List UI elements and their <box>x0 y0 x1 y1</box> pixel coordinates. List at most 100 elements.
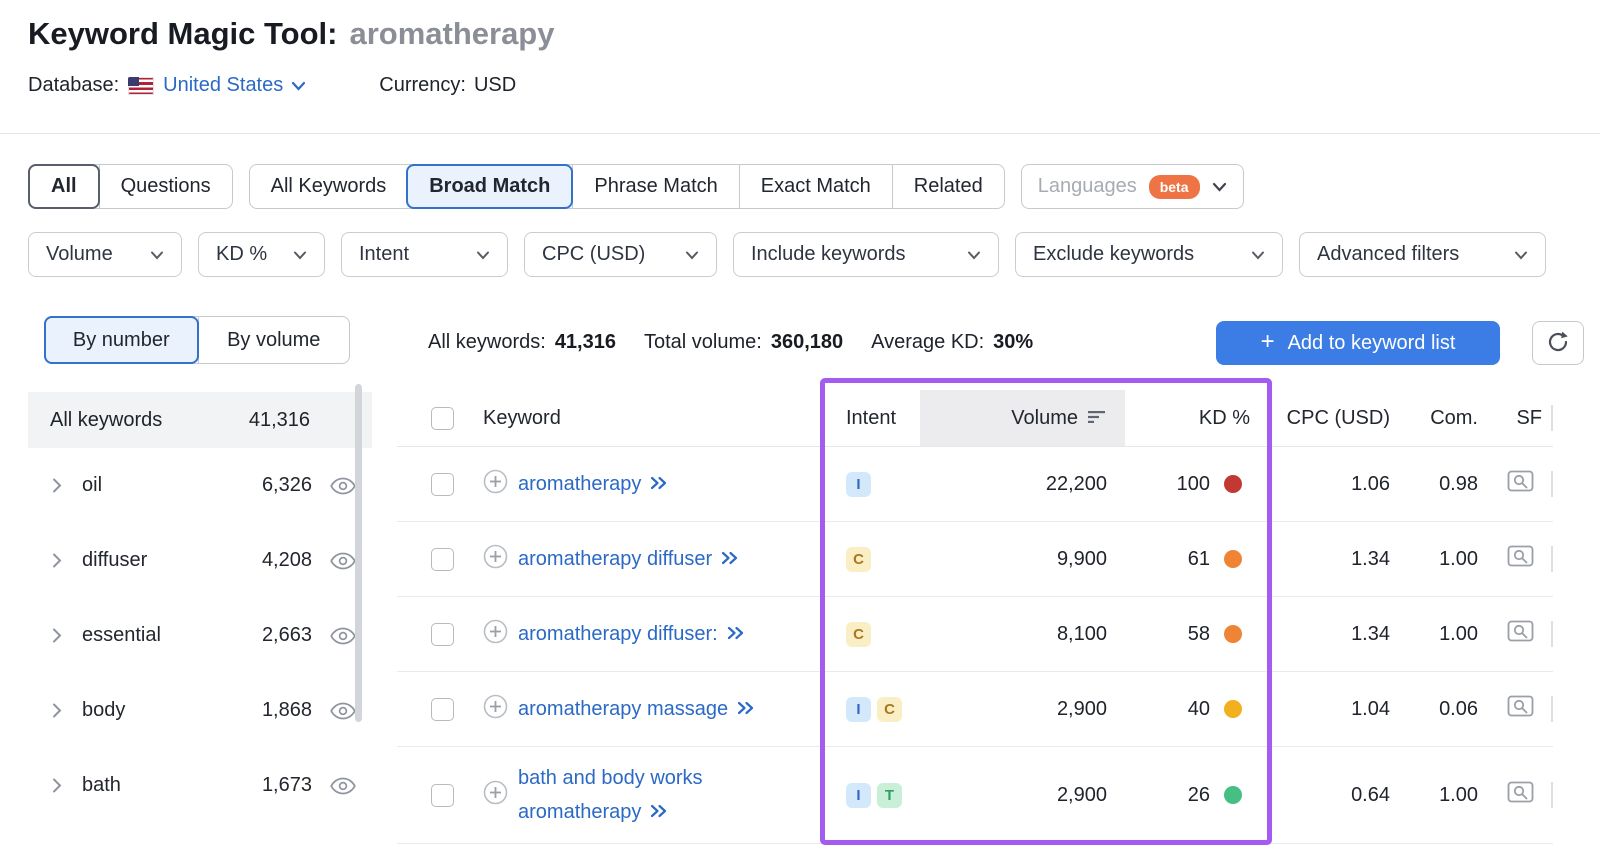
tab-all[interactable]: All <box>28 164 100 209</box>
tab-related[interactable]: Related <box>891 165 1004 208</box>
chevron-right-icon[interactable] <box>52 627 70 644</box>
page-header: Keyword Magic Tool: aromatherapy <box>28 16 554 52</box>
filter-volume[interactable]: Volume <box>28 232 182 277</box>
add-keyword-plus-icon[interactable] <box>483 780 508 811</box>
currency-block: Currency: USD <box>379 74 516 97</box>
open-keyword-arrows-icon[interactable] <box>721 548 738 570</box>
sidebar-group-row[interactable]: body 1,868 <box>28 673 372 748</box>
col-header-volume[interactable]: Volume <box>920 390 1125 446</box>
chevron-right-icon[interactable] <box>52 477 70 494</box>
languages-label: Languages <box>1037 175 1137 197</box>
open-keyword-arrows-icon[interactable] <box>650 473 667 495</box>
sidebar-group-row[interactable]: oil 6,326 <box>28 448 372 523</box>
keyword-link[interactable]: aromatherapy massage <box>518 698 729 720</box>
col-header-cpc[interactable]: CPC (USD) <box>1286 406 1390 429</box>
add-keyword-plus-icon[interactable] <box>483 544 508 575</box>
eye-icon[interactable] <box>328 700 358 722</box>
serp-features-icon[interactable] <box>1507 544 1537 575</box>
toggle-by-number[interactable]: By number <box>44 316 199 364</box>
keyword-link[interactable]: aromatherapy diffuser: <box>518 623 718 645</box>
chevron-down-icon <box>1514 243 1528 266</box>
add-keyword-plus-icon[interactable] <box>483 469 508 500</box>
select-all-checkbox[interactable] <box>431 406 454 430</box>
sort-descending-icon <box>1088 407 1107 430</box>
eye-icon[interactable] <box>328 475 358 497</box>
serp-features-icon[interactable] <box>1507 780 1537 811</box>
cpc-cell: 1.34 <box>1351 622 1390 645</box>
serp-features-icon[interactable] <box>1507 469 1537 500</box>
open-keyword-arrows-icon[interactable] <box>650 801 667 823</box>
filter-exclude-keywords[interactable]: Exclude keywords <box>1015 232 1283 277</box>
tab-all-keywords[interactable]: All Keywords <box>250 165 408 208</box>
filter-advanced[interactable]: Advanced filters <box>1299 232 1546 277</box>
volume-cell: 8,100 <box>1056 622 1107 645</box>
serp-features-icon[interactable] <box>1507 694 1537 725</box>
col-header-kd[interactable]: KD % <box>1198 406 1250 429</box>
volume-cell: 22,200 <box>1045 472 1107 495</box>
tab-questions[interactable]: Questions <box>98 165 232 208</box>
row-checkbox[interactable] <box>431 783 454 807</box>
eye-icon[interactable] <box>328 775 358 797</box>
filter-include-keywords[interactable]: Include keywords <box>733 232 999 277</box>
group-label: body <box>82 699 126 721</box>
chevron-down-icon <box>967 243 981 266</box>
group-label: bath <box>82 774 121 796</box>
com-cell: 0.06 <box>1439 697 1478 720</box>
sidebar-group-row[interactable]: bath 1,673 <box>28 748 372 823</box>
eye-icon[interactable] <box>328 625 358 647</box>
row-checkbox[interactable] <box>431 697 454 721</box>
serp-features-icon[interactable] <box>1507 619 1537 650</box>
row-checkbox[interactable] <box>431 472 454 496</box>
sidebar-group-list: All keywords 41,316 oil 6,326 diffuser 4… <box>28 392 372 823</box>
languages-dropdown[interactable]: Languages beta <box>1020 164 1244 209</box>
table-header: Keyword Intent Volume KD % CPC (USD) Com… <box>397 390 1553 447</box>
sidebar-item-all-keywords[interactable]: All keywords 41,316 <box>28 392 372 448</box>
toggle-by-volume[interactable]: By volume <box>197 317 350 363</box>
tab-broad-match[interactable]: Broad Match <box>406 164 574 209</box>
filter-label: Include keywords <box>751 243 906 265</box>
database-selector[interactable]: United States <box>163 74 306 97</box>
eye-icon[interactable] <box>328 550 358 572</box>
summary-row: All keywords: 41,316 Total volume: 360,180… <box>428 331 1033 354</box>
meta-row: Database: United States Currency: USD <box>28 74 516 97</box>
col-header-keyword[interactable]: Keyword <box>483 406 561 429</box>
row-checkbox[interactable] <box>431 547 454 571</box>
chevron-right-icon[interactable] <box>52 552 70 569</box>
keyword-link[interactable]: bath and body works aromatherapy <box>518 767 703 823</box>
group-count: 1,868 <box>261 699 312 721</box>
table-body: aromatherapy I 22,200 100 1.06 0.98 arom… <box>397 447 1553 844</box>
group-count: 1,673 <box>261 774 312 796</box>
sidebar-group-row[interactable]: essential 2,663 <box>28 598 372 673</box>
kd-value: 61 <box>1187 547 1210 570</box>
tab-phrase-match[interactable]: Phrase Match <box>572 165 738 208</box>
col-header-intent[interactable]: Intent <box>846 406 897 429</box>
tab-exact-match[interactable]: Exact Match <box>738 165 892 208</box>
col-header-com[interactable]: Com. <box>1430 406 1478 429</box>
sidebar-scrollbar[interactable] <box>355 384 362 722</box>
add-keyword-plus-icon[interactable] <box>483 619 508 650</box>
row-checkbox[interactable] <box>431 622 454 646</box>
keyword-link[interactable]: aromatherapy diffuser <box>518 548 713 570</box>
summary-average-kd: Average KD: 30% <box>871 331 1034 353</box>
col-header-sf[interactable]: SF <box>1490 390 1553 446</box>
sidebar-group-row[interactable]: diffuser 4,208 <box>28 523 372 598</box>
intent-badges: C <box>822 546 920 572</box>
filter-intent[interactable]: Intent <box>341 232 508 277</box>
add-keyword-plus-icon[interactable] <box>483 694 508 725</box>
open-keyword-arrows-icon[interactable] <box>737 698 754 720</box>
filter-cpc[interactable]: CPC (USD) <box>524 232 717 277</box>
add-to-keyword-list-button[interactable]: + Add to keyword list <box>1216 321 1500 365</box>
cpc-cell: 1.04 <box>1351 697 1390 720</box>
filter-kd[interactable]: KD % <box>198 232 325 277</box>
refresh-button[interactable] <box>1532 321 1584 365</box>
chevron-down-icon <box>1251 243 1265 266</box>
open-keyword-arrows-icon[interactable] <box>727 623 744 645</box>
chevron-right-icon[interactable] <box>52 702 70 719</box>
keyword-link[interactable]: aromatherapy <box>518 473 642 495</box>
page-title: Keyword Magic Tool: <box>28 16 338 51</box>
keywords-table: Keyword Intent Volume KD % CPC (USD) Com… <box>397 390 1553 844</box>
chevron-right-icon[interactable] <box>52 777 70 794</box>
